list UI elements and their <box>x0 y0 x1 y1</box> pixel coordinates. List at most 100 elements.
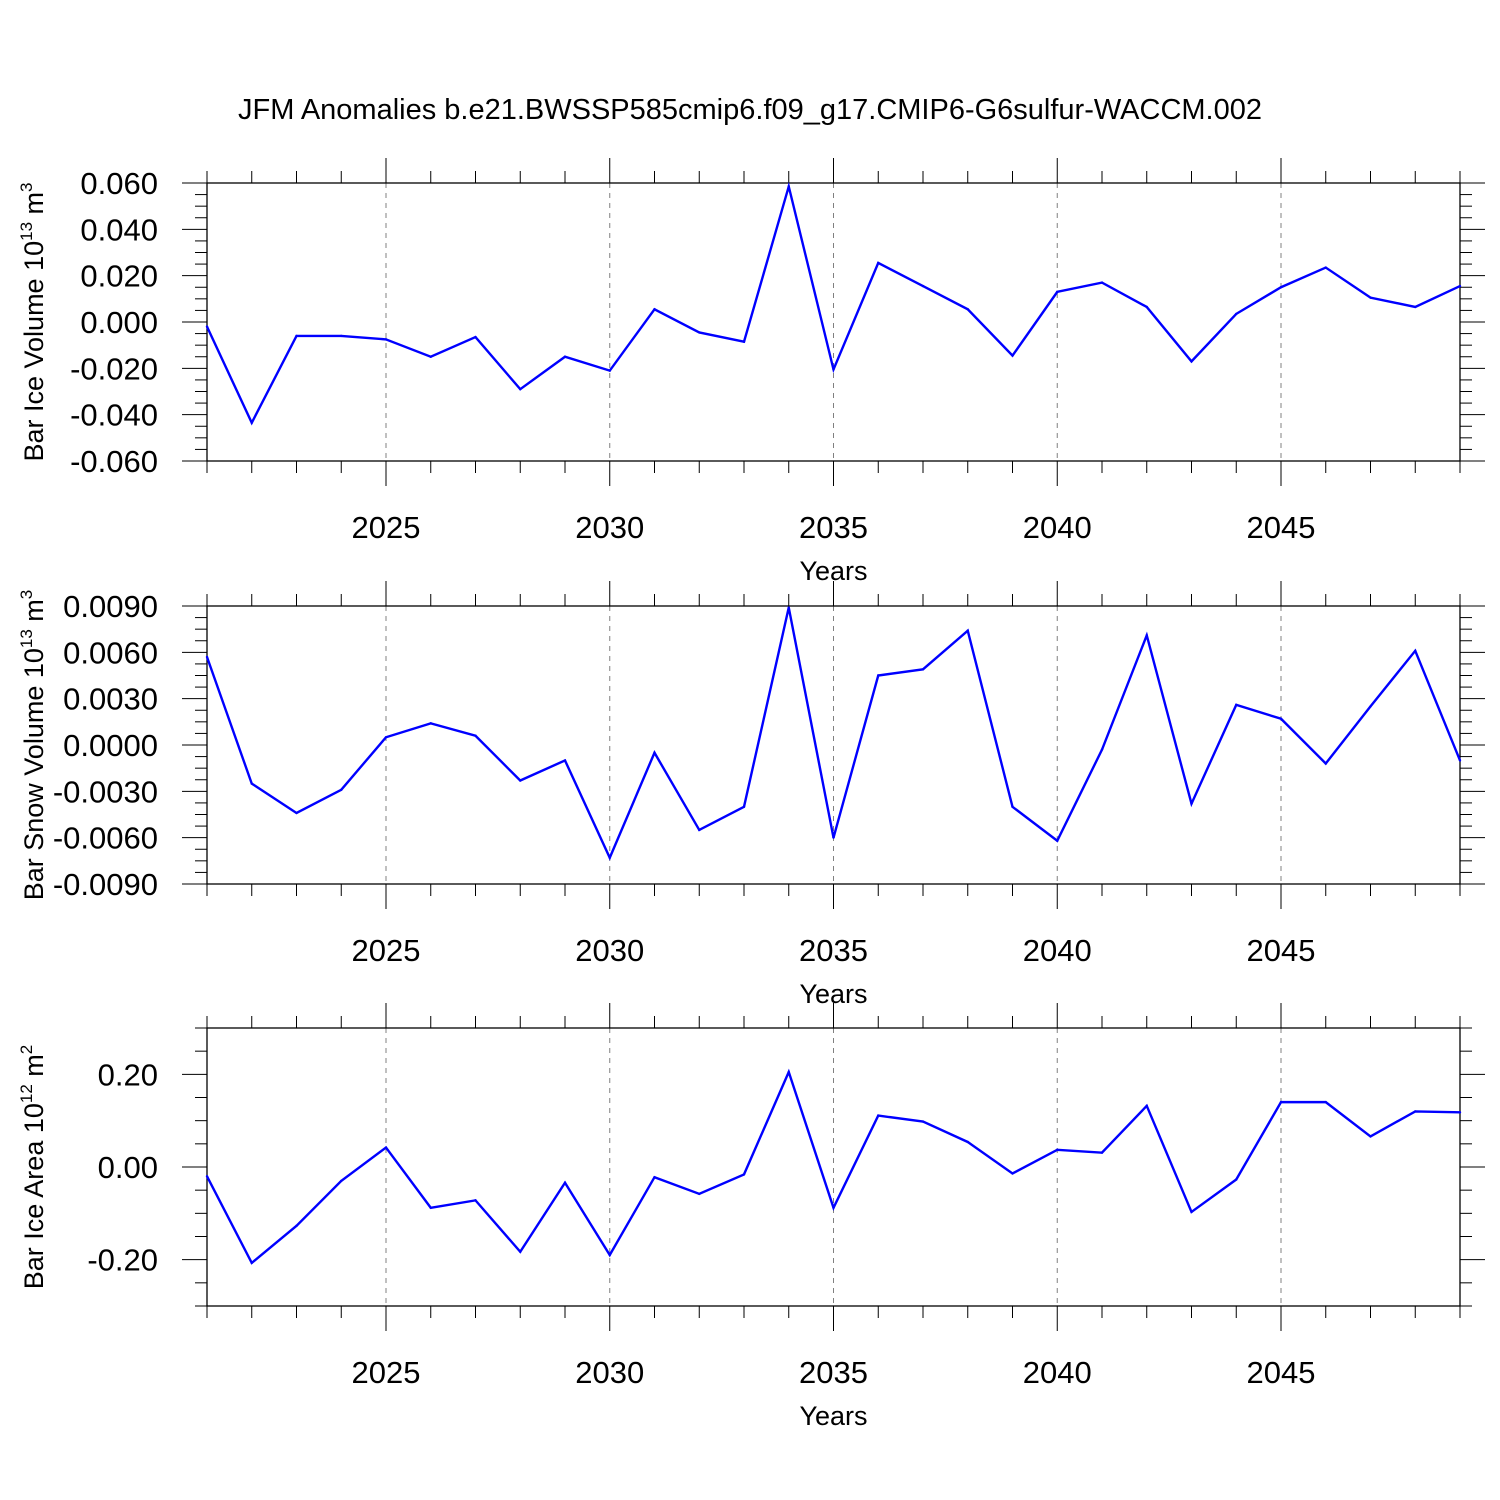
data-point-2031 <box>653 751 656 754</box>
data-point-2043 <box>1190 1210 1193 1214</box>
data-point-2028 <box>519 387 522 391</box>
data-point-2026 <box>429 1206 432 1209</box>
data-point-2037 <box>921 1120 925 1123</box>
figure-title: JFM Anomalies b.e21.BWSSP585cmip6.f09_g1… <box>238 94 1262 126</box>
data-point-2030 <box>608 1253 611 1257</box>
data-point-2042 <box>1145 305 1148 309</box>
data-point-2023 <box>295 1224 298 1228</box>
y-tick-label: 0.0000 <box>63 728 158 763</box>
y-tick-label: -0.060 <box>70 444 158 479</box>
data-point-2025 <box>384 1146 388 1149</box>
data-point-2027 <box>474 1199 477 1202</box>
x-tick-label-2030: 2030 <box>575 1355 644 1390</box>
y-axis-label-text: Bar Snow Volume 10 <box>19 648 49 900</box>
data-point-2038 <box>966 1140 969 1144</box>
y-axis-label: Bar Snow Volume 1013 m3 <box>17 590 49 901</box>
data-point-2021 <box>205 325 209 328</box>
y-tick-label: 0.0060 <box>63 635 158 670</box>
y-axis-label-text: Bar Ice Volume 10 <box>19 241 49 462</box>
y-axis-label-text: m <box>19 192 49 222</box>
data-point-2032 <box>698 331 701 334</box>
y-tick-label: -0.040 <box>70 398 158 433</box>
data-point-2028 <box>519 779 522 782</box>
data-point-2041 <box>1100 281 1104 284</box>
data-point-2032 <box>698 828 701 832</box>
panel-3: -0.20 0.00 0.20 2025 2030 2035 2040 2045 Years Ba… <box>17 1003 1485 1431</box>
x-tick-label-2040: 2040 <box>1023 510 1092 545</box>
y-axis-label-superscript: 13 <box>17 629 36 648</box>
data-point-2024 <box>340 788 343 791</box>
data-point-2049 <box>1458 759 1462 762</box>
data-point-2049 <box>1458 1111 1462 1114</box>
y-tick-label: 0.00 <box>98 1150 158 1185</box>
data-point-2044 <box>1235 312 1238 316</box>
data-point-2046 <box>1324 266 1327 269</box>
y-tick-label: 0.0030 <box>63 682 158 717</box>
data-point-2045 <box>1279 286 1283 289</box>
data-point-2021 <box>205 1175 209 1178</box>
x-tick-label-2035: 2035 <box>799 1355 868 1390</box>
data-point-2048 <box>1414 649 1417 652</box>
data-point-2045 <box>1279 1100 1283 1104</box>
data-point-2027 <box>474 734 477 737</box>
data-point-2044 <box>1235 1178 1238 1181</box>
data-point-2022 <box>250 1261 253 1265</box>
y-tick-label: -0.0060 <box>53 821 158 856</box>
y-axis-label: Bar Ice Area 1012 m2 <box>17 1045 49 1290</box>
data-point-2036 <box>877 674 880 677</box>
y-tick-label: 0.0090 <box>63 589 158 624</box>
y-axis-label-text: Bar Ice Area 10 <box>19 1103 49 1289</box>
data-point-2034 <box>787 606 790 609</box>
data-point-2027 <box>474 335 477 339</box>
data-point-2047 <box>1369 296 1372 299</box>
y-axis-label-superscript: 3 <box>17 182 36 191</box>
y-tick-label: -0.0030 <box>53 774 158 809</box>
x-tick-label-2030: 2030 <box>575 933 644 968</box>
data-point-2029 <box>563 1181 567 1184</box>
data-point-2030 <box>608 369 611 372</box>
data-point-2029 <box>563 759 567 762</box>
data-point-2035 <box>832 1206 835 1209</box>
data-point-2044 <box>1235 703 1238 707</box>
x-tick-label-2025: 2025 <box>352 933 421 968</box>
data-point-2025 <box>384 736 388 739</box>
data-point-2031 <box>653 308 656 311</box>
data-point-2039 <box>1011 805 1014 808</box>
x-tick-label-2035: 2035 <box>799 510 868 545</box>
data-point-2026 <box>429 355 432 358</box>
y-axis-label: Bar Ice Volume 1013 m3 <box>17 182 49 461</box>
data-point-2026 <box>429 722 432 725</box>
y-tick-label: 0.060 <box>80 166 158 201</box>
data-point-2040 <box>1056 1148 1059 1152</box>
x-axis-label: Years <box>799 1401 867 1431</box>
data-point-2024 <box>340 1179 343 1183</box>
data-point-2033 <box>742 1173 746 1176</box>
data-point-2045 <box>1279 717 1283 720</box>
data-point-2041 <box>1100 748 1104 751</box>
data-point-2034 <box>787 185 790 188</box>
x-tick-label-2040: 2040 <box>1023 1355 1092 1390</box>
y-tick-label: 0.040 <box>80 212 158 247</box>
data-point-2029 <box>563 355 567 358</box>
data-point-2034 <box>787 1070 790 1074</box>
data-point-2025 <box>384 338 388 341</box>
data-point-2035 <box>832 836 835 839</box>
x-tick-label-2040: 2040 <box>1023 933 1092 968</box>
data-point-2038 <box>966 629 969 632</box>
panel-2: -0.0090 -0.0060 -0.0030 0.0000 0.0030 0.0060 0… <box>17 581 1485 1009</box>
data-point-2031 <box>653 1175 656 1179</box>
data-point-2022 <box>250 782 253 785</box>
data-point-2038 <box>966 308 969 311</box>
y-axis-label-superscript: 13 <box>17 222 36 241</box>
data-point-2046 <box>1324 762 1327 765</box>
data-point-2039 <box>1011 1172 1014 1175</box>
data-point-2043 <box>1190 360 1193 363</box>
data-point-2046 <box>1324 1100 1327 1104</box>
x-tick-label-2045: 2045 <box>1247 1355 1316 1390</box>
data-point-2023 <box>295 811 298 815</box>
y-tick-label: 0.20 <box>98 1057 158 1092</box>
data-point-2028 <box>519 1250 522 1253</box>
x-tick-label-2025: 2025 <box>352 1355 421 1390</box>
panel-1: -0.060 -0.040 -0.020 0.000 0.020 0.040 0.060 20… <box>17 158 1485 586</box>
x-tick-label-2030: 2030 <box>575 510 644 545</box>
